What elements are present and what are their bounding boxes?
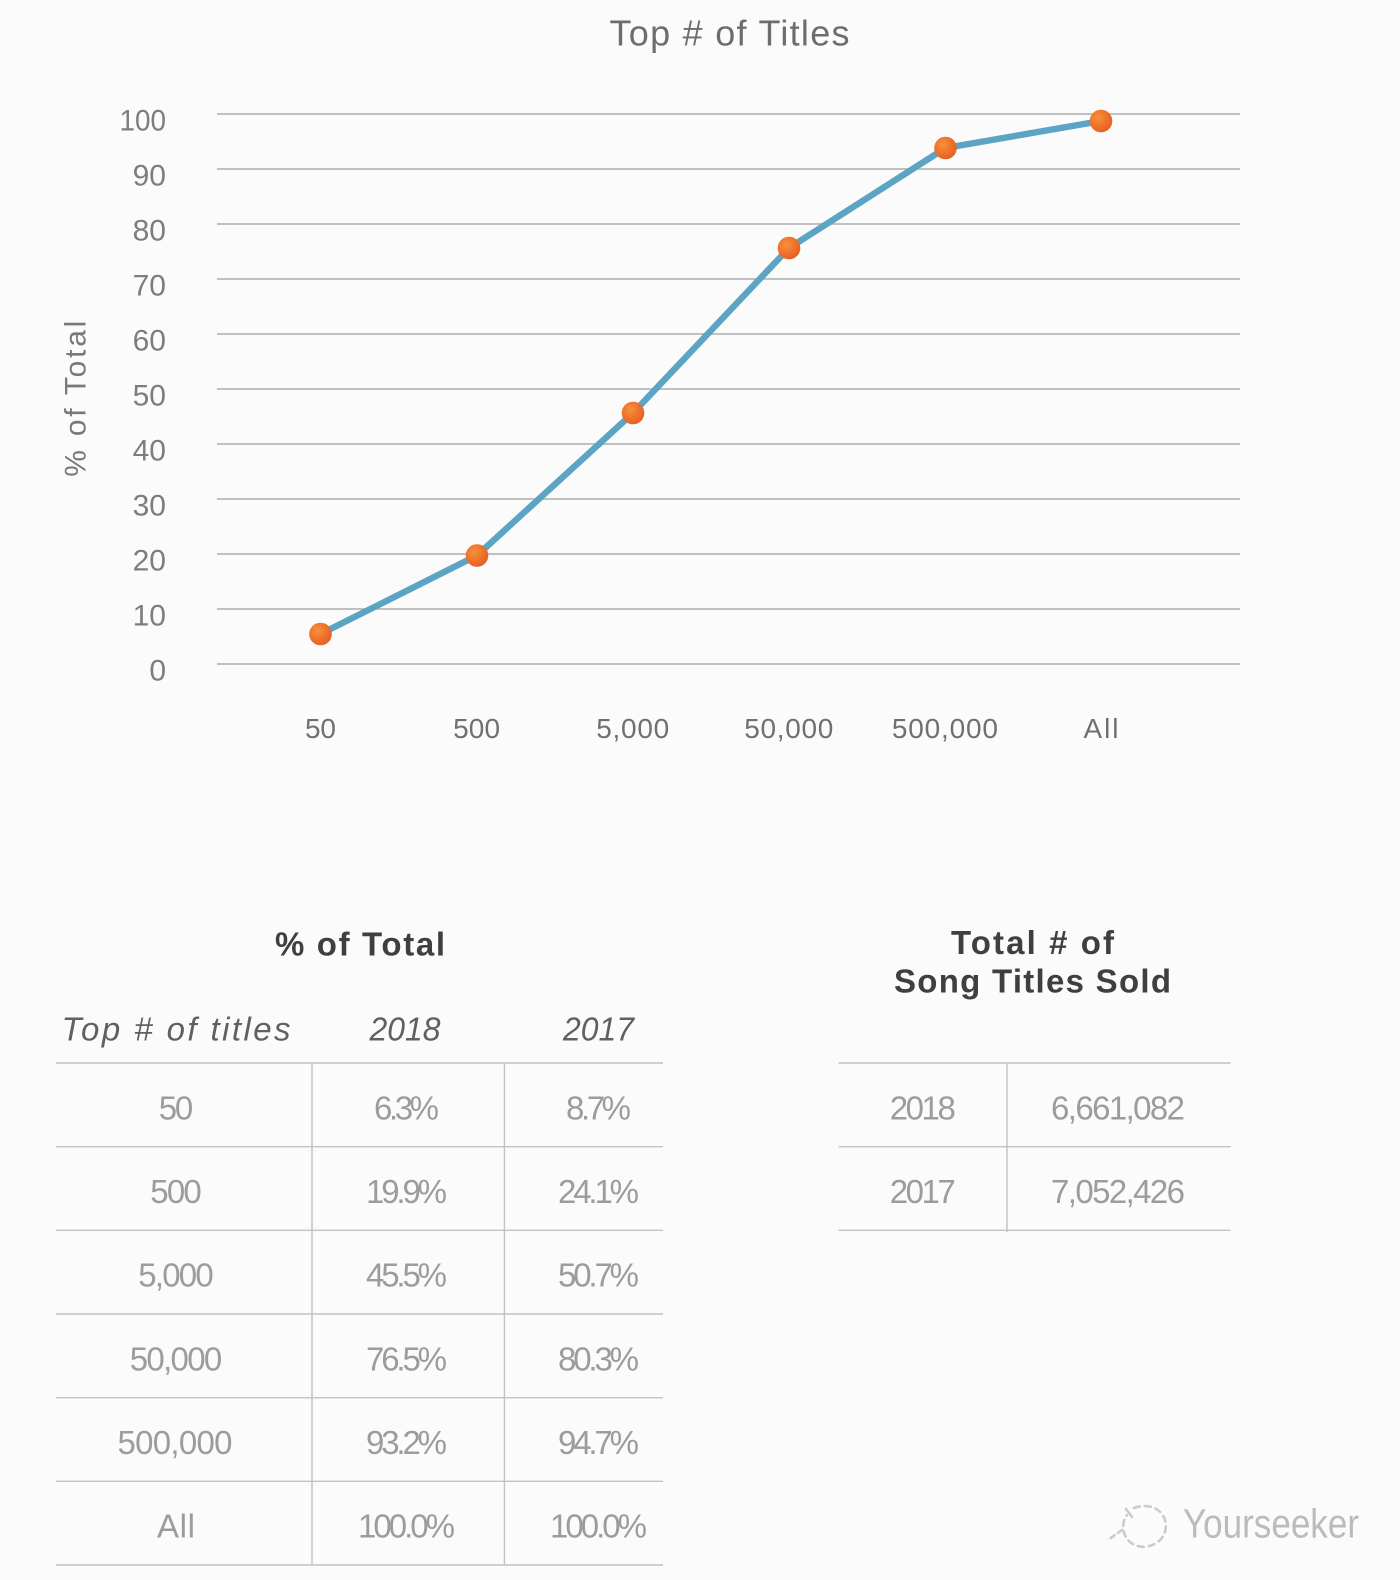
svg-text:Top # of titles: Top # of titles <box>62 1011 291 1048</box>
svg-text:0: 0 <box>149 654 166 687</box>
svg-text:50: 50 <box>305 713 336 744</box>
svg-text:8.7%: 8.7% <box>566 1089 631 1126</box>
svg-text:100: 100 <box>120 104 167 137</box>
svg-text:Song Titles Sold: Song Titles Sold <box>894 963 1171 1000</box>
svg-text:50.7%: 50.7% <box>558 1257 639 1294</box>
svg-text:45.5%: 45.5% <box>366 1257 447 1294</box>
svg-text:Top # of Titles: Top # of Titles <box>610 13 850 54</box>
svg-text:500: 500 <box>453 713 500 744</box>
svg-text:100.0%: 100.0% <box>358 1508 455 1545</box>
svg-text:500,000: 500,000 <box>892 713 998 744</box>
svg-text:70: 70 <box>133 269 166 302</box>
svg-text:80.3%: 80.3% <box>558 1340 639 1377</box>
svg-text:5,000: 5,000 <box>138 1257 214 1294</box>
svg-text:94.7%: 94.7% <box>558 1424 639 1461</box>
svg-text:80: 80 <box>133 214 166 247</box>
svg-text:5,000: 5,000 <box>596 713 669 744</box>
svg-text:7,052,426: 7,052,426 <box>1051 1173 1185 1210</box>
svg-text:60: 60 <box>133 324 166 357</box>
svg-text:20: 20 <box>133 544 166 577</box>
svg-text:2017: 2017 <box>562 1011 636 1048</box>
svg-text:% of Total: % of Total <box>60 321 93 477</box>
svg-text:76.5%: 76.5% <box>366 1340 447 1377</box>
svg-text:6.3%: 6.3% <box>374 1089 439 1126</box>
svg-text:6,661,082: 6,661,082 <box>1051 1089 1185 1126</box>
svg-text:Yourseeker: Yourseeker <box>1183 1501 1359 1547</box>
svg-text:10: 10 <box>133 599 166 632</box>
svg-text:50: 50 <box>159 1089 194 1126</box>
svg-text:2018: 2018 <box>890 1089 956 1126</box>
svg-text:19.9%: 19.9% <box>366 1173 447 1210</box>
svg-text:50,000: 50,000 <box>130 1340 223 1377</box>
svg-text:Total # of: Total # of <box>951 924 1115 961</box>
svg-text:500: 500 <box>150 1173 202 1210</box>
svg-text:% of Total: % of Total <box>275 926 445 963</box>
svg-text:500,000: 500,000 <box>118 1424 233 1461</box>
svg-text:30: 30 <box>133 489 166 522</box>
svg-text:2018: 2018 <box>369 1011 442 1048</box>
svg-text:24.1%: 24.1% <box>558 1173 639 1210</box>
svg-text:50,000: 50,000 <box>744 713 833 744</box>
svg-text:93.2%: 93.2% <box>366 1424 447 1461</box>
svg-text:All: All <box>1084 713 1119 744</box>
svg-text:All: All <box>157 1508 195 1545</box>
svg-text:40: 40 <box>133 434 166 467</box>
svg-text:100.0%: 100.0% <box>550 1508 647 1545</box>
svg-text:2017: 2017 <box>890 1173 956 1210</box>
svg-text:50: 50 <box>133 379 166 412</box>
svg-text:90: 90 <box>133 159 166 192</box>
